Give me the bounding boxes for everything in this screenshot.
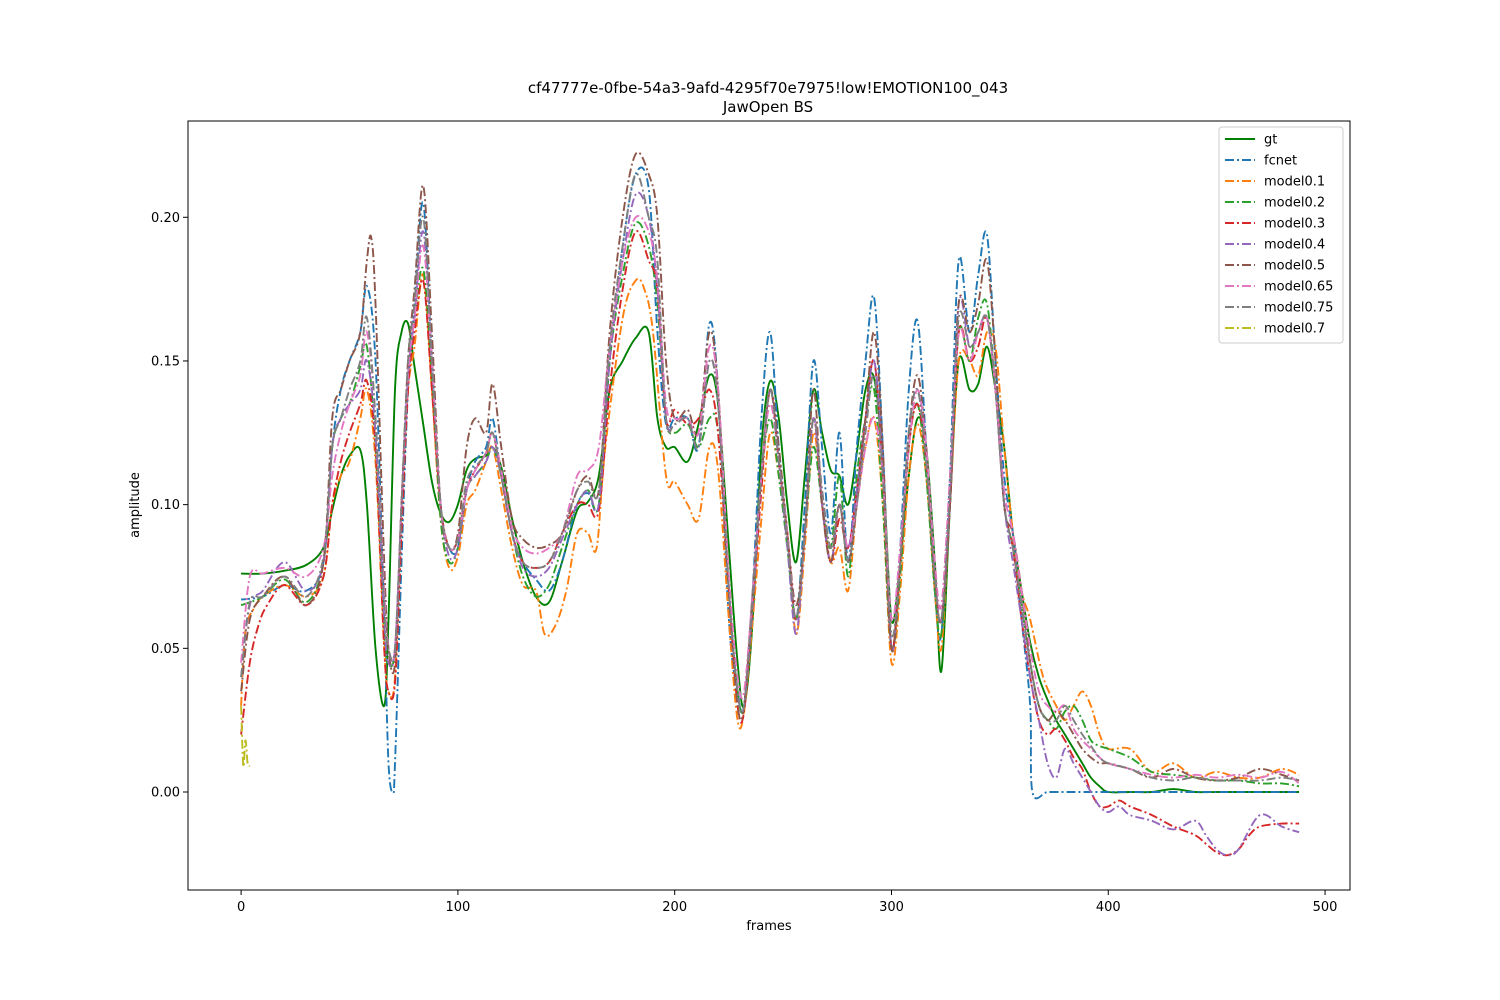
legend-label: model0.5 [1264, 259, 1325, 274]
legend-label: model0.65 [1264, 280, 1333, 295]
legend-label: model0.2 [1264, 196, 1325, 211]
y-axis-label: amplitude [128, 472, 143, 538]
legend-label: gt [1264, 133, 1277, 148]
series-line-9 [240, 705, 251, 768]
x-tick-label: 500 [1313, 900, 1338, 915]
y-tick-label: 0.15 [151, 354, 180, 369]
y-tick-label: 0.10 [151, 498, 180, 513]
x-tick-label: 200 [662, 900, 687, 915]
series-line-7 [240, 215, 1300, 785]
x-axis: 0 100 200 300 400 500 [237, 890, 1338, 915]
legend-label: model0.75 [1264, 301, 1333, 316]
series-line-5 [240, 191, 1300, 857]
y-tick-label: 0.20 [151, 211, 180, 226]
legend-label: fcnet [1264, 154, 1297, 169]
chart-subtitle: JawOpen BS [722, 98, 813, 116]
legend: gt fcnet model0.1 model0.2 model0.3 model0.4 m… [1218, 126, 1344, 344]
x-tick-label: 0 [237, 900, 245, 915]
x-tick-label: 300 [879, 900, 904, 915]
chart-title: cf47777e-0fbe-54a3-9afd-4295f70e7975!low… [528, 79, 1008, 98]
legend-label: model0.4 [1264, 238, 1325, 253]
plot-frame [187, 120, 1351, 891]
y-tick-label: 0.05 [151, 642, 180, 657]
y-tick-label: 0.00 [151, 786, 180, 801]
legend-label: model0.1 [1264, 175, 1325, 190]
series-line-0 [241, 319, 1300, 794]
legend-label: model0.7 [1264, 322, 1325, 337]
series-line-8 [240, 173, 1300, 782]
series-layer [240, 151, 1300, 857]
y-axis: 0.00 0.05 0.10 0.15 0.20 [151, 211, 188, 801]
x-tick-label: 400 [1096, 900, 1121, 915]
legend-label: model0.3 [1264, 217, 1325, 232]
x-axis-label: frames [746, 919, 792, 934]
x-tick-label: 100 [445, 900, 470, 915]
